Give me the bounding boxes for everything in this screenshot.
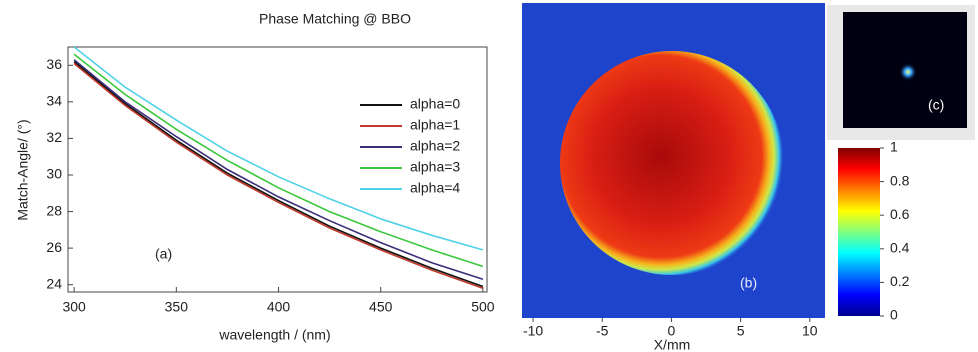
x-tick-label: 300 [62, 299, 86, 315]
x-tick-label: 500 [471, 299, 495, 315]
annotation: (a) [155, 246, 172, 262]
y-tick-label: 32 [46, 129, 62, 145]
legend-label: alpha=1 [410, 117, 460, 133]
x-axis-label: X/mm [654, 337, 691, 352]
y-tick-label: 24 [46, 275, 62, 291]
legend-label: alpha=0 [410, 96, 460, 112]
colorbar-tick-label: 0 [890, 307, 898, 323]
inset-annotation: (c) [928, 97, 944, 113]
y-tick-label: 34 [46, 93, 62, 109]
x-axis-label: wavelength / (nm) [218, 327, 330, 343]
x-tick-label: 5 [737, 323, 745, 339]
x-tick-label: -5 [596, 323, 609, 339]
y-tick-label: 30 [46, 166, 62, 182]
legend-label: alpha=3 [410, 159, 460, 175]
legend-label: alpha=4 [410, 180, 460, 196]
inset-spot [899, 63, 917, 81]
x-tick-label: 0 [668, 323, 676, 339]
y-axis-label: Match-Angle/ (°) [15, 119, 31, 220]
x-tick-label: 10 [802, 323, 818, 339]
x-tick-label: 400 [267, 299, 291, 315]
panel-b: (b) X/mm (c) -10 -5 0 5 10 0 0.2 0.4 0.6 0.8 1 [522, 3, 975, 352]
annotation: (b) [740, 275, 757, 291]
figure: Phase Matching @ BBO wavelength / (nm) M… [0, 0, 978, 352]
beam-spot [560, 51, 784, 275]
chart-title: Phase Matching @ BBO [259, 11, 411, 27]
y-tick-label: 26 [46, 239, 62, 255]
x-tick-label: -10 [523, 323, 543, 339]
colorbar-tick-label: 0.4 [890, 240, 910, 256]
x-tick-label: 450 [369, 299, 393, 315]
panel-a: Phase Matching @ BBO wavelength / (nm) M… [15, 11, 495, 343]
colorbar-tick-label: 0.6 [890, 206, 910, 222]
colorbar-tick-label: 1 [890, 139, 898, 155]
colorbar-tick-label: 0.2 [890, 273, 910, 289]
y-tick-label: 28 [46, 202, 62, 218]
y-tick-label: 36 [46, 56, 62, 72]
page: Phase Matching @ BBO wavelength / (nm) M… [0, 0, 978, 352]
legend-label: alpha=2 [410, 138, 460, 154]
colorbar-tick-label: 0.8 [890, 172, 910, 188]
colorbar [838, 148, 880, 316]
x-tick-label: 350 [165, 299, 189, 315]
